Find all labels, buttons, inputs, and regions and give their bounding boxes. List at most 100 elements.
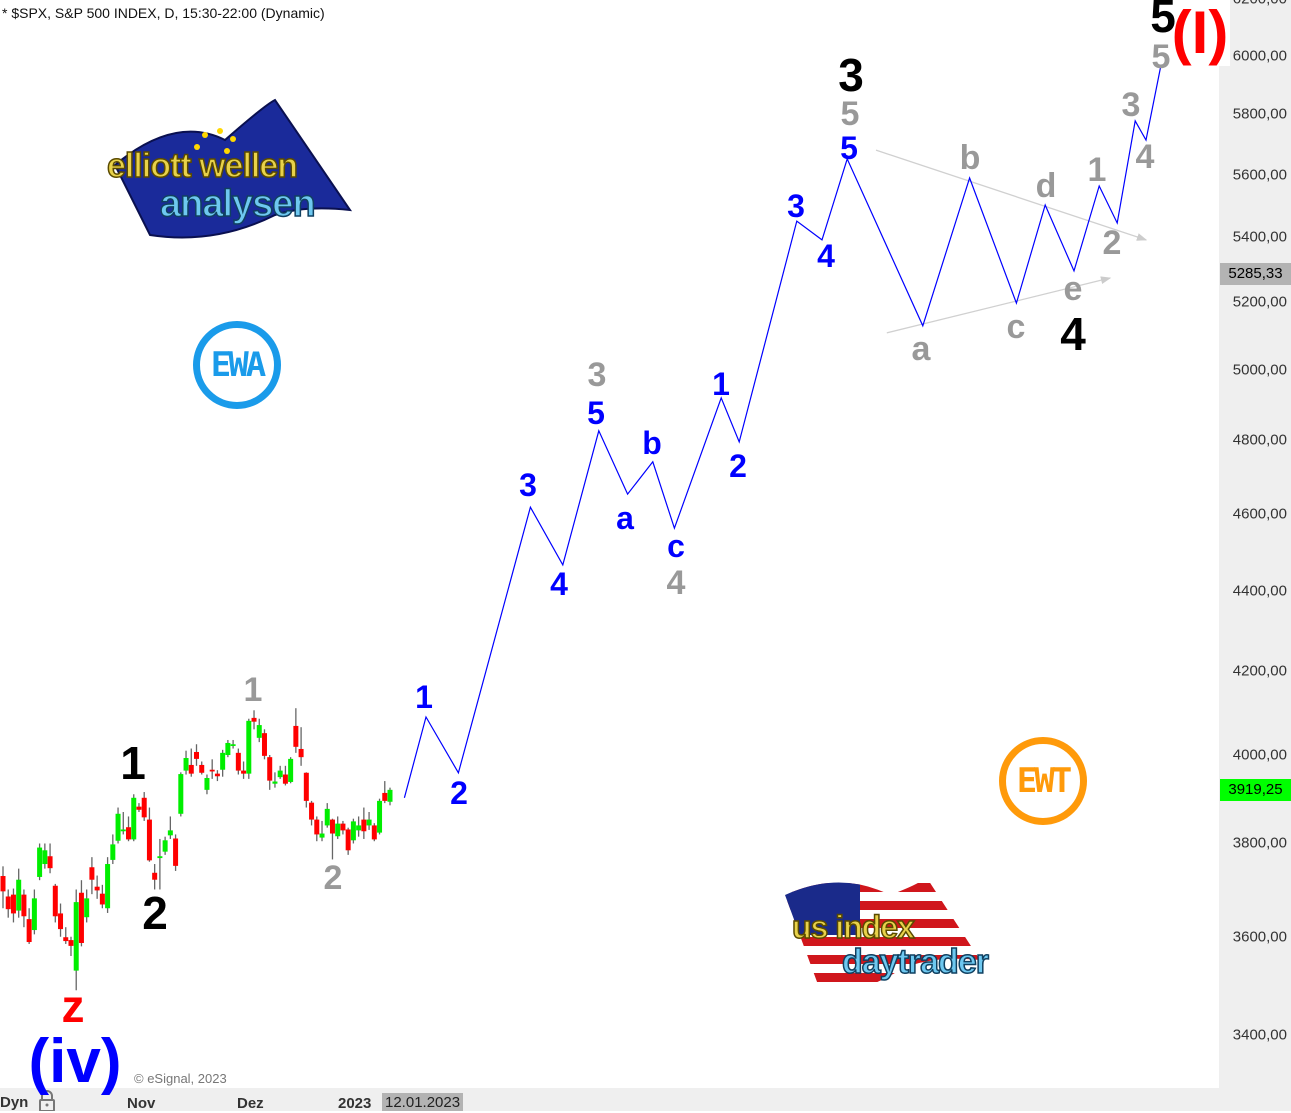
price-tag: 5285,33 [1220, 263, 1291, 286]
candle-up [131, 797, 137, 840]
wave-label: 3 [519, 467, 537, 503]
candle-up [288, 758, 294, 782]
us-index-daytrader-logo: us index daytrader [780, 875, 1055, 1000]
price-tag: 3919,25 [1220, 779, 1291, 802]
candle-down [298, 748, 304, 758]
candle-down [0, 876, 6, 892]
wave-label: 3 [1121, 86, 1141, 124]
y-tick-label: 3600,00 [1232, 928, 1287, 946]
candle-down [94, 886, 100, 891]
y-tick-label: 5200,00 [1232, 293, 1287, 311]
candle-up [272, 781, 278, 784]
candle-down [152, 872, 158, 880]
candle-down [68, 940, 74, 946]
candle-down [309, 802, 315, 820]
candle-down [345, 829, 351, 851]
trendline [875, 149, 1148, 241]
logo-text-line2: analysen [159, 182, 316, 226]
wave-label: (I) [1171, 0, 1229, 66]
candle-up [84, 898, 90, 918]
candle-down [10, 894, 16, 914]
wave-label: a [616, 500, 634, 536]
wave-label: e [1063, 270, 1083, 308]
logo-text-line1: elliott wellen [106, 146, 299, 186]
candle-down [63, 937, 69, 942]
wave-label: 4 [817, 238, 835, 274]
label-backdrop [1142, 0, 1230, 66]
candle-up [356, 825, 362, 831]
candle-down [382, 792, 388, 801]
wave-label: 1 [243, 671, 263, 709]
wave-label: b [642, 425, 662, 461]
wave-label: 1 [120, 737, 146, 789]
candle-down [329, 819, 335, 834]
candle-down [52, 885, 58, 917]
candle-up [115, 813, 121, 841]
dynamic-mode-label[interactable]: Dyn [0, 1094, 29, 1111]
x-tick-nov: Nov [127, 1095, 156, 1112]
candle-down [188, 764, 194, 774]
candle-down [89, 867, 95, 880]
wave-label: b [959, 139, 981, 177]
y-tick-label: 4800,00 [1232, 431, 1287, 449]
x-tick-2023: 2023 [338, 1095, 372, 1112]
wave-label: (iv) [28, 1027, 122, 1096]
candle-down [235, 752, 241, 771]
candle-up [162, 840, 168, 852]
wave-label: 2 [323, 859, 343, 897]
candle-up [105, 864, 111, 909]
y-tick-label: 4000,00 [1232, 746, 1287, 764]
candle-up [335, 823, 341, 837]
copyright: © eSignal, 2023 [134, 1071, 227, 1086]
candle-down [214, 773, 220, 777]
lock-icon[interactable] [37, 1090, 57, 1111]
candle-down [209, 769, 215, 772]
candle-down [251, 717, 257, 722]
ewa-badge: EWA [193, 321, 281, 409]
y-tick-label: 6200,00 [1233, 0, 1287, 8]
logo-text-line1: us index [791, 908, 915, 946]
y-tick-label: 3800,00 [1232, 834, 1287, 852]
candle-up [366, 819, 372, 826]
wave-label: 2 [450, 775, 468, 811]
price-axis[interactable]: 6200,00 6000,00 5800,00 5600,00 5400,00 5200,… [1219, 0, 1291, 1088]
candle-up [204, 778, 210, 790]
wave-label: z [61, 980, 85, 1032]
candle-up [230, 744, 236, 746]
wave-label: 1 [712, 366, 730, 402]
candle-down [194, 751, 199, 759]
wave-label: c [667, 528, 685, 564]
y-tick-label: 3400,00 [1232, 1026, 1287, 1044]
wave-label: c [1006, 308, 1026, 346]
candle-up [350, 821, 356, 841]
candle-down [241, 770, 247, 774]
y-tick-label: 4400,00 [1232, 582, 1287, 600]
wave-label: 4 [1060, 308, 1086, 360]
candle-down [126, 827, 132, 840]
candle-down [199, 764, 205, 773]
candle-down [47, 856, 53, 869]
wave-label: 5 [587, 395, 605, 431]
wave-label: 1 [1087, 151, 1107, 189]
candle-up [31, 898, 37, 931]
candle-up [167, 830, 173, 836]
y-tick-label: 4200,00 [1232, 662, 1287, 680]
candle-down [303, 772, 309, 801]
candle-up [277, 770, 283, 778]
candle-down [99, 893, 105, 905]
candle-up [110, 844, 116, 860]
time-axis[interactable]: Dyn Nov Dez 2023 12.01.2023 [0, 1088, 1291, 1112]
wave-label: 4 [1135, 138, 1155, 176]
candle-up [319, 833, 325, 838]
y-tick-label: 5400,00 [1232, 228, 1287, 246]
logo-text-line2: daytrader [841, 942, 989, 982]
crosshair-date: 12.01.2023 [382, 1093, 464, 1111]
candle-down [141, 797, 147, 818]
wave-label: 3 [838, 49, 864, 101]
candle-down [261, 733, 267, 756]
candle-up [120, 829, 126, 832]
price-chart[interactable] [0, 0, 1219, 1088]
elliott-wellen-analysen-logo: elliott wellen analysen [105, 95, 365, 245]
candle-down [282, 774, 288, 784]
candle-down [5, 896, 11, 910]
